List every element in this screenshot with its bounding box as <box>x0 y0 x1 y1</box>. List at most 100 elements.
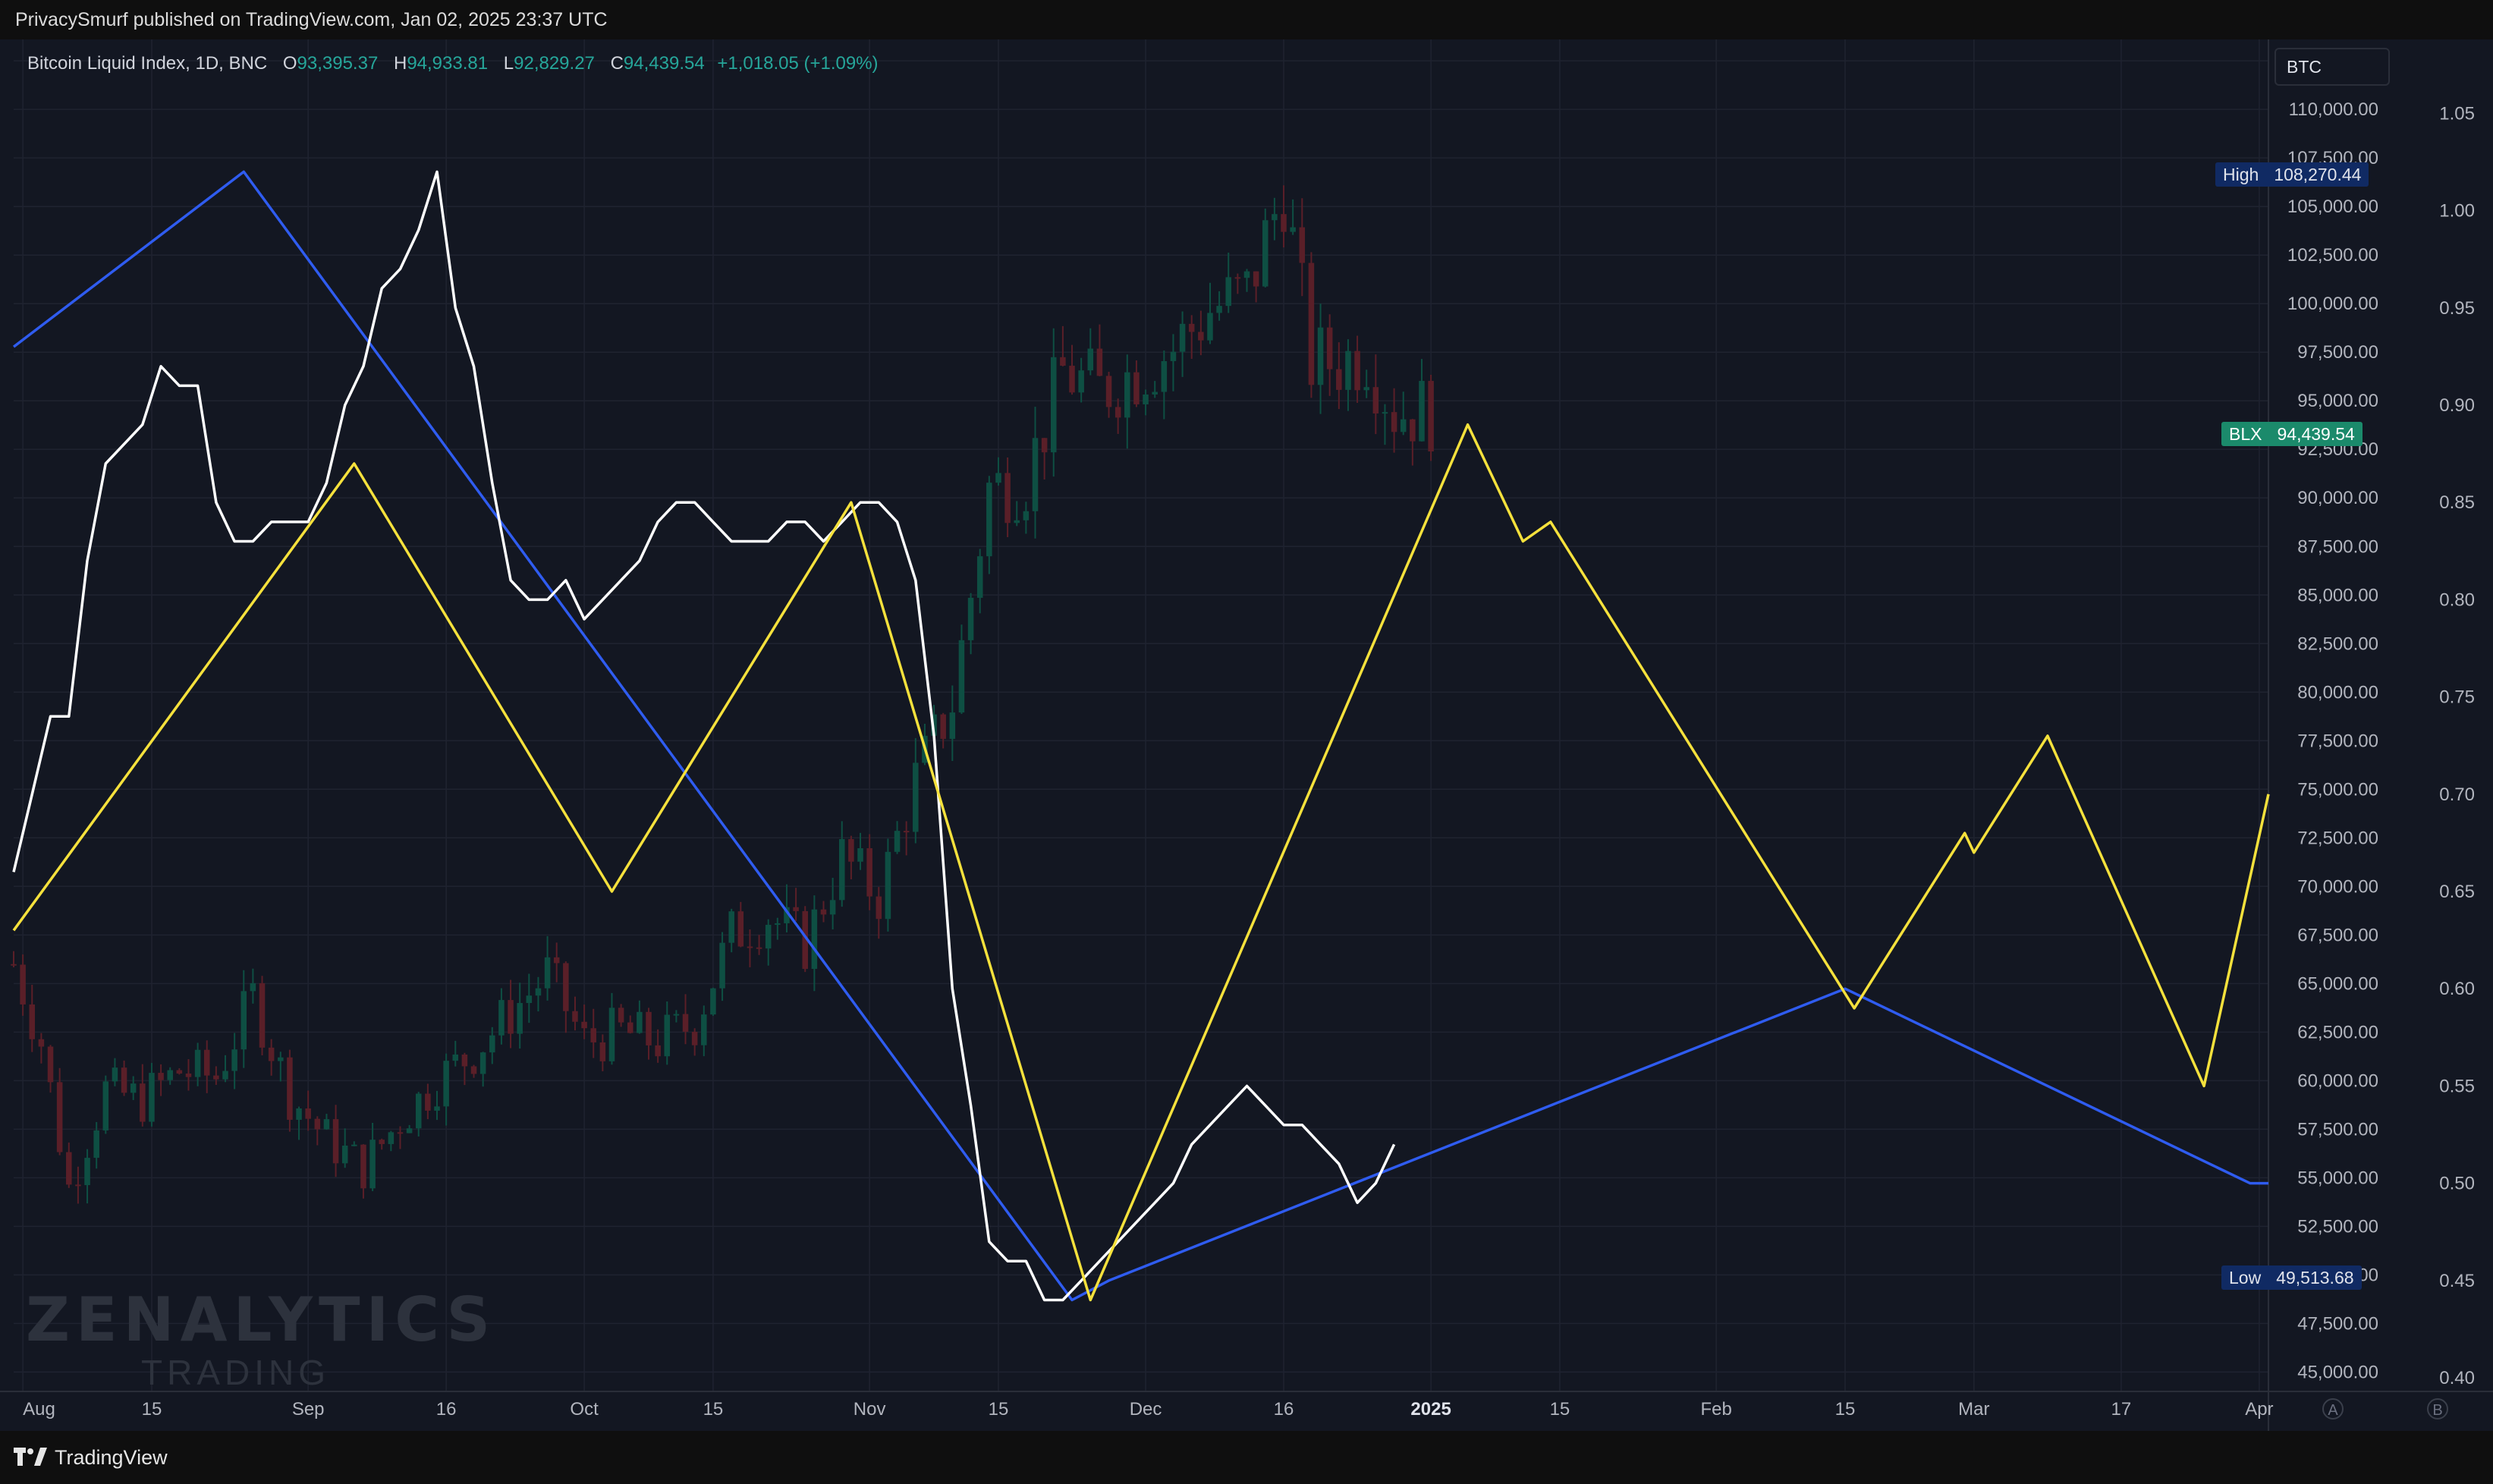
candle-body-93 <box>866 848 872 897</box>
time-tick-13: 15 <box>1835 1399 1856 1420</box>
candle-body-47 <box>443 1061 449 1107</box>
price-tick-17: 87,500.00 <box>2297 536 2378 557</box>
candle-body-74 <box>691 1031 698 1045</box>
candle-body-97 <box>903 831 910 833</box>
time-tick-2: Sep <box>292 1399 325 1420</box>
time-tick-0: Aug <box>23 1399 55 1420</box>
time-axis[interactable]: Aug 15 Sep 16 Oct 15 Nov 15 Dec 16 2025 15 Feb 15 Mar 1… <box>23 1399 2273 1420</box>
ratio-tick-3: 0.55 <box>2439 1076 2475 1096</box>
candle-body-128 <box>1188 323 1195 332</box>
candle-body-36 <box>341 1145 348 1164</box>
candle-body-20 <box>194 1049 201 1077</box>
candle-body-111 <box>1032 438 1039 511</box>
candle-body-104 <box>967 597 974 640</box>
candle-body-88 <box>820 909 827 915</box>
candle-body-52 <box>489 1035 495 1053</box>
legend-low-label: L <box>503 53 514 74</box>
candle-body-133 <box>1234 277 1241 279</box>
candle-body-40 <box>379 1140 385 1144</box>
price-axis[interactable]: 45,000.0047,500.0050,000.0052,500.0055,0… <box>2287 51 2378 1382</box>
blx-badge-label: BLX <box>2221 422 2270 446</box>
price-tick-7: 62,500.00 <box>2297 1022 2378 1042</box>
chart-grid <box>0 39 2493 1431</box>
legend-open-label: O <box>282 53 297 74</box>
axis-buttons[interactable]: A B <box>2322 1398 2448 1420</box>
ratio-tick-9: 0.85 <box>2439 492 2475 513</box>
ratio-tick-2: 0.50 <box>2439 1174 2475 1194</box>
candle-body-54 <box>508 1000 514 1034</box>
candle-body-148 <box>1372 387 1379 413</box>
candle-body-76 <box>710 988 716 1015</box>
candle-body-146 <box>1354 351 1360 391</box>
ratio-tick-13: 1.05 <box>2439 103 2475 124</box>
candle-body-130 <box>1207 313 1213 341</box>
candle-body-73 <box>682 1014 689 1032</box>
candle-body-56 <box>526 995 533 1004</box>
ratio-tick-0: 0.40 <box>2439 1368 2475 1388</box>
candle-body-51 <box>479 1052 486 1074</box>
compare-symbol-box[interactable]: BTC <box>2275 48 2390 86</box>
auto-scale-button[interactable] <box>2322 1398 2344 1420</box>
watermark-logo: ZENALYTICS <box>26 1284 497 1355</box>
legend-high: 94,933.81 <box>407 53 489 74</box>
ratio-tick-11: 0.95 <box>2439 298 2475 319</box>
candle-body-90 <box>838 839 845 901</box>
ratio-tick-5: 0.65 <box>2439 882 2475 902</box>
candle-body-114 <box>1060 357 1066 366</box>
candle-body-152 <box>1410 419 1416 442</box>
time-tick-1: 15 <box>142 1399 162 1420</box>
price-tick-1: 47,500.00 <box>2297 1313 2378 1334</box>
candle-body-138 <box>1281 214 1287 232</box>
candle-body-48 <box>452 1054 459 1061</box>
candle-body-18 <box>176 1070 183 1074</box>
time-tick-11: 15 <box>1550 1399 1570 1420</box>
candle-body-17 <box>167 1070 173 1080</box>
candle-body-71 <box>664 1014 671 1057</box>
candle-body-1 <box>20 964 26 1005</box>
time-tick-15: 17 <box>2111 1399 2132 1420</box>
price-tick-21: 97,500.00 <box>2297 342 2378 363</box>
price-tick-23: 102,500.00 <box>2287 245 2378 266</box>
blue-projection-line <box>12 170 2268 1302</box>
candle-body-50 <box>470 1066 477 1074</box>
yellow-projection-line <box>12 423 2270 1302</box>
candle-body-55 <box>517 1003 523 1034</box>
candle-body-8 <box>84 1158 90 1186</box>
blx-badge: BLX 94,439.54 <box>2221 422 2363 446</box>
legend-high-label: H <box>393 53 407 74</box>
candle-body-68 <box>637 1011 643 1033</box>
price-chart[interactable]: 45,000.0047,500.0050,000.0052,500.0055,0… <box>0 39 2493 1431</box>
b-scale-button[interactable] <box>2427 1398 2448 1420</box>
candle-body-108 <box>1004 473 1011 523</box>
candle-body-14 <box>140 1083 146 1122</box>
candle-body-31 <box>296 1108 302 1120</box>
candle-body-96 <box>894 831 901 852</box>
candle-body-87 <box>811 909 818 970</box>
candle-body-49 <box>461 1054 468 1067</box>
publisher-bar: PrivacySmurf published on TradingView.co… <box>0 0 2493 39</box>
tradingview-logo[interactable]: TradingView <box>14 1446 168 1470</box>
candle-body-13 <box>130 1083 137 1093</box>
candle-body-126 <box>1170 351 1177 361</box>
candle-body-72 <box>673 1014 680 1016</box>
candle-body-78 <box>728 911 734 943</box>
price-tick-10: 70,000.00 <box>2297 876 2378 897</box>
candle-body-10 <box>102 1081 109 1131</box>
candle-body-101 <box>940 714 946 739</box>
candle-body-150 <box>1391 412 1397 432</box>
candle-body-4 <box>47 1046 54 1083</box>
candle-body-109 <box>1014 520 1020 523</box>
candle-body-25 <box>240 991 247 1050</box>
auto-scale-button-label: A <box>2328 1402 2338 1419</box>
candle-body-149 <box>1382 412 1388 414</box>
candle-body-46 <box>434 1106 440 1111</box>
candle-body-110 <box>1023 511 1030 520</box>
candle-body-91 <box>848 839 854 862</box>
price-tick-6: 60,000.00 <box>2297 1071 2378 1091</box>
candle-body-64 <box>599 1042 606 1061</box>
price-tick-0: 45,000.00 <box>2297 1362 2378 1382</box>
ratio-tick-8: 0.80 <box>2439 590 2475 610</box>
ratio-axis[interactable]: 0.40 0.45 0.50 0.55 0.60 0.65 0.70 0.75 0.80 0.85… <box>2439 103 2475 1388</box>
ratio-tick-4: 0.60 <box>2439 979 2475 999</box>
price-tick-11: 72,500.00 <box>2297 828 2378 848</box>
